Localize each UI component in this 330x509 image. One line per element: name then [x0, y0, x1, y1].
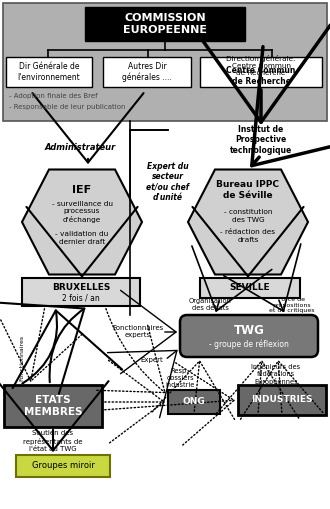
Text: Direction générale:
Centre Commun
de Recherche: Direction générale: Centre Commun de Rec…	[226, 54, 296, 75]
Text: Soutien des
représentants de
l'état au TWG: Soutien des représentants de l'état au T…	[23, 431, 83, 451]
Text: - surveillance du
processus
d'échange: - surveillance du processus d'échange	[51, 202, 113, 222]
Text: Organisation
des débats: Organisation des débats	[188, 298, 231, 312]
FancyBboxPatch shape	[16, 455, 110, 477]
Text: - constitution
des TWG: - constitution des TWG	[224, 210, 272, 222]
Text: IEF: IEF	[73, 185, 91, 195]
Text: Resp.
dossiers
industrie: Resp. dossiers industrie	[165, 368, 195, 388]
FancyBboxPatch shape	[238, 385, 326, 415]
Polygon shape	[22, 169, 142, 274]
FancyBboxPatch shape	[85, 7, 245, 41]
Text: 2 fois / an: 2 fois / an	[62, 294, 100, 302]
Text: Bureau IPPC
de Séville: Bureau IPPC de Séville	[216, 180, 280, 200]
Text: ONG: ONG	[182, 398, 205, 407]
FancyBboxPatch shape	[4, 385, 102, 427]
Text: TWG: TWG	[234, 324, 264, 336]
Text: INDUSTRIES: INDUSTRIES	[251, 395, 313, 405]
Text: Fonctionnaires: Fonctionnaires	[19, 335, 24, 381]
FancyBboxPatch shape	[200, 278, 300, 298]
Polygon shape	[188, 169, 308, 274]
Text: Administrateur: Administrateur	[44, 143, 116, 152]
FancyBboxPatch shape	[180, 315, 318, 357]
Text: ETATS
MEMBRES: ETATS MEMBRES	[24, 395, 82, 417]
Text: Dir Générale de
l'environnement: Dir Générale de l'environnement	[17, 62, 81, 82]
Text: COMMISSION
EUROPEENNE: COMMISSION EUROPEENNE	[123, 13, 207, 35]
FancyBboxPatch shape	[168, 390, 220, 414]
FancyBboxPatch shape	[200, 57, 322, 87]
Text: Centre Commun
de Recherche: Centre Commun de Recherche	[226, 66, 296, 86]
Text: Groupes miroir: Groupes miroir	[32, 462, 94, 470]
Text: BRUXELLES: BRUXELLES	[52, 282, 110, 292]
FancyBboxPatch shape	[3, 3, 327, 121]
FancyBboxPatch shape	[103, 57, 191, 87]
Text: Ingénieurs des
fédérations
Européennes: Ingénieurs des fédérations Européennes	[251, 363, 301, 385]
Text: Expert: Expert	[140, 357, 163, 363]
Text: Institut de
Prospective
technologique: Institut de Prospective technologique	[230, 125, 292, 155]
Text: - Responsable de leur publication: - Responsable de leur publication	[9, 104, 125, 110]
Text: - rédaction des
drafts: - rédaction des drafts	[220, 230, 276, 242]
FancyBboxPatch shape	[6, 57, 92, 87]
Text: Expert du
secteur
et/ou chef
d'unité: Expert du secteur et/ou chef d'unité	[147, 162, 189, 202]
Text: Force de
propositions
et de critiques: Force de propositions et de critiques	[269, 297, 315, 314]
Text: - validation du
dernier draft: - validation du dernier draft	[55, 232, 109, 244]
Text: - groupe de réflexion: - groupe de réflexion	[209, 340, 289, 349]
Text: Fonctionnaires
experts: Fonctionnaires experts	[113, 325, 164, 338]
FancyBboxPatch shape	[22, 278, 140, 306]
Text: SEVILLE: SEVILLE	[230, 284, 270, 293]
Text: Autres Dir
générales ....: Autres Dir générales ....	[122, 62, 172, 82]
Text: - Adoption finale des Bref: - Adoption finale des Bref	[9, 93, 98, 99]
